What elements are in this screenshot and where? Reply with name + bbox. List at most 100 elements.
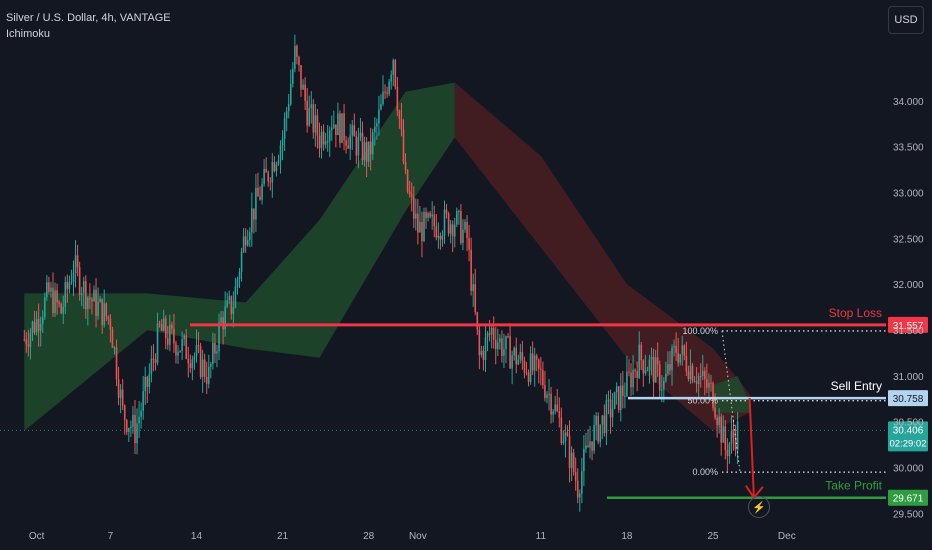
candle-body [431,214,433,217]
candle-body [492,327,495,340]
candle-body [162,318,165,331]
candle-body [566,432,569,436]
candle-body [60,303,62,314]
candle-body [533,355,536,371]
candle-body [642,360,645,374]
candle-body [398,110,401,119]
y-tick-label: 33.000 [893,189,924,200]
candle-body [677,352,679,363]
candle-body [706,379,708,388]
candle-body [593,425,595,451]
candle-body [324,141,327,145]
candle-body [376,123,378,127]
candle-body [673,346,675,348]
candle-body [494,339,497,350]
candle-body [150,358,153,375]
candle-body [132,414,134,427]
candle-body [119,389,122,398]
candle-body [419,222,421,233]
candle-body [25,339,28,345]
candle-body [468,238,470,250]
candle-body [699,375,702,377]
candle-body [572,452,575,472]
candle-body [310,104,313,109]
candle-body [425,212,427,218]
x-tick-label: Dec [778,531,796,542]
candle-body [732,431,735,438]
candle-body [695,381,698,384]
candle-body [224,306,226,330]
candle-body [273,161,276,172]
candle-body [244,236,247,246]
candle-body [123,405,126,421]
candle-body [597,416,600,442]
candle-body [701,370,704,377]
candle-body [111,329,114,348]
candle-body [74,255,77,274]
candle-body [472,284,474,291]
candle-body [480,350,483,355]
candle-body [724,426,727,450]
candle-body [306,100,308,126]
candle-body [236,279,239,287]
candle-body [216,351,218,354]
candle-body [207,366,210,384]
candle-body [685,355,688,372]
x-tick-label: 14 [191,531,203,542]
candle-body [646,370,649,372]
candle-body [451,224,454,237]
candle-body [300,65,302,90]
candle-body [144,376,147,392]
candle-body [603,415,606,434]
candle-body [658,364,661,391]
candle-body [650,356,653,360]
candle-body [52,287,54,313]
candle-body [568,435,571,469]
candle-body [29,332,32,347]
candle-body [289,83,292,105]
candle-body [691,365,694,382]
candle-body [445,209,448,214]
candle-body [535,355,538,360]
candle-body [347,145,349,149]
candle-body [412,197,415,219]
candle-body [408,191,411,195]
candle-body [281,138,284,146]
candle-body [441,235,444,240]
candle-body [378,109,380,124]
candle-body [109,318,112,330]
candle-body [201,359,204,377]
sell-arrow-shaft [748,398,755,498]
candle-body [499,338,501,343]
candle-body [505,336,507,350]
candle-body [136,423,138,444]
candle-body [226,300,229,307]
candle-body [265,168,267,173]
candle-body [634,369,636,372]
candle-body [115,347,118,380]
candle-body [146,376,149,387]
candle-body [255,187,257,220]
candle-body [667,364,669,374]
lightning-icon[interactable]: ⚡ [748,496,770,518]
currency-button[interactable]: USD [888,6,924,34]
candle-body [140,410,142,417]
candle-body [511,355,513,369]
candle-body [421,222,423,242]
candle-body [37,318,40,331]
candle-body [185,335,188,359]
candle-body [613,392,616,409]
candle-body [519,352,522,360]
sell-entry-price-text: 30.758 [893,394,924,405]
x-tick-label: Oct [29,531,45,542]
candle-body [365,142,368,162]
candle-body [218,322,220,352]
candle-body [400,118,403,130]
candle-body [486,333,489,338]
candle-body [382,91,384,105]
candle-body [134,414,136,444]
candle-body [125,420,128,433]
candle-body [435,226,438,238]
candle-body [636,371,638,378]
